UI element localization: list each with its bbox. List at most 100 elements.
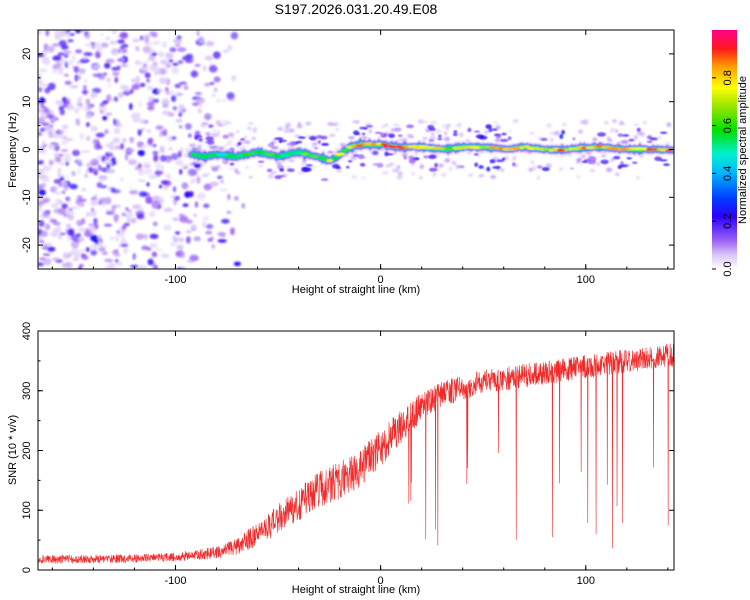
noise-speckle [393,124,400,126]
noise-blob [52,221,61,226]
noise-blob [144,119,148,124]
noise-blob [51,257,60,261]
noise-blob [38,108,44,113]
noise-speckle [458,122,462,127]
noise-speckle [385,164,392,168]
noise-speckle [530,160,535,165]
noise-blob [230,31,239,40]
noise-blob [116,261,123,267]
noise-speckle [228,167,235,170]
noise-blob [107,161,113,164]
noise-blob [91,167,101,172]
noise-blob [112,71,120,76]
noise-blob [54,230,58,238]
track-clump [347,160,353,163]
track-clump [274,137,284,140]
track-clump [363,127,368,130]
noise-blob [205,230,213,235]
noise-blob [222,119,230,126]
noise-speckle [610,128,613,133]
noise-blob [212,51,221,59]
noise-blob [154,264,158,269]
noise-speckle [350,155,358,160]
noise-blob [38,262,45,267]
noise-speckle [384,124,388,126]
noise-speckle [512,119,519,123]
noise-blob [38,184,43,191]
track-hotspot [652,147,657,151]
snr-y-axis-label: SNR (10 * v/v) [7,415,19,485]
noise-blob [231,75,237,82]
noise-speckle [251,136,256,141]
noise-blob [42,83,49,87]
noise-blob [43,198,50,203]
noise-blob [152,254,158,258]
noise-blob [119,32,129,39]
noise-blob [124,64,130,68]
track-clump [478,165,484,169]
noise-blob [190,180,194,185]
noise-blob [90,125,98,132]
noise-blob [38,206,43,212]
noise-speckle [332,122,339,126]
noise-blob [182,55,192,61]
noise-blob [84,228,92,231]
noise-blob [121,56,126,63]
noise-blob [196,176,201,184]
track-clump [488,127,493,133]
noise-blob [138,179,146,183]
noise-blob [44,223,51,231]
noise-blob [88,223,98,227]
noise-blob [220,179,224,184]
noise-blob [117,39,125,44]
noise-blob [188,191,194,198]
noise-speckle [504,156,509,161]
noise-blob [49,219,57,223]
noise-speckle [443,131,448,135]
noise-speckle [339,143,345,146]
noise-speckle [351,175,357,179]
noise-blob [65,261,73,269]
track-clump [276,175,286,178]
noise-blob [152,221,158,227]
noise-blob [158,77,168,85]
noise-speckle [636,176,640,180]
noise-speckle [189,143,196,148]
noise-blob [148,211,156,218]
noise-blob [63,175,71,178]
noise-speckle [288,159,295,162]
noise-speckle [576,158,582,163]
noise-blob [131,84,140,90]
noise-speckle [430,121,437,124]
noise-blob [41,140,46,146]
track-clump [428,167,438,172]
noise-blob [67,39,74,43]
track-clump [613,155,621,160]
noise-speckle [640,132,646,137]
track-clump [279,168,285,172]
noise-blob [104,143,113,148]
noise-blob [174,159,184,166]
noise-speckle [227,132,235,137]
track-clump [271,145,279,150]
y-tick-label: 400 [21,322,33,340]
track-clump [278,139,282,144]
noise-blob [99,33,104,36]
noise-speckle [577,129,584,134]
noise-blob [209,82,215,85]
noise-blob [125,148,135,153]
noise-blob [189,254,199,262]
noise-blob [42,106,50,114]
noise-blob [147,137,153,146]
noise-blob [146,78,150,83]
noise-blob [85,169,90,173]
track-hotspot [371,142,377,146]
noise-blob [196,30,200,37]
noise-blob [124,86,130,93]
track-clump [646,140,653,143]
noise-blob [48,159,55,166]
track-clump [572,137,576,141]
noise-blob [156,51,165,56]
noise-blob [69,250,78,255]
track-clump [501,132,507,136]
